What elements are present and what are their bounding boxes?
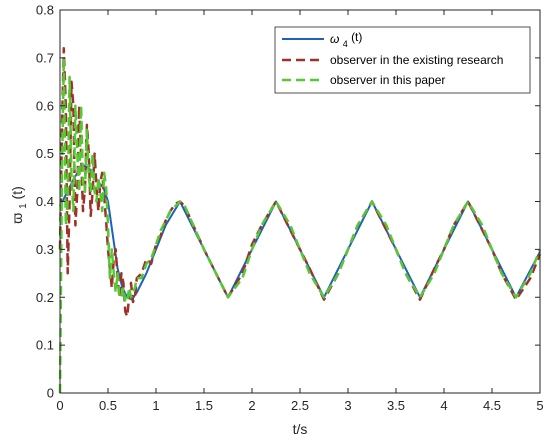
legend-entry-this-paper: observer in this paper <box>330 73 445 87</box>
legend-omega-main: ω <box>330 32 339 46</box>
x-tick-label: 3.5 <box>387 398 405 413</box>
x-tick-label: 3 <box>344 398 351 413</box>
y-tick-label: 0 <box>47 386 54 401</box>
x-tick-label: 1 <box>152 398 159 413</box>
y-tick-label: 0.5 <box>36 146 54 161</box>
y-tick-label: 0.4 <box>36 194 54 209</box>
y-tick-label: 0.3 <box>36 242 54 257</box>
y-axis-label-main: ϖ <box>9 213 25 224</box>
y-tick-label: 0.1 <box>36 338 54 353</box>
x-tick-label: 4 <box>440 398 447 413</box>
series-this-paper-observer <box>58 56 542 394</box>
y-tick-label: 0.6 <box>36 98 54 113</box>
x-tick-label: 2.5 <box>291 398 309 413</box>
y-tick-label: 0.7 <box>36 50 54 65</box>
series-layer <box>58 47 542 394</box>
x-tick-label: 4.5 <box>483 398 501 413</box>
x-tick-label: 1.5 <box>195 398 213 413</box>
y-tick-label: 0.2 <box>36 290 54 305</box>
legend-entry-omega: ω 4 (t) <box>330 30 362 50</box>
x-tick-labels: 0 0.5 1 1.5 2 2.5 3 3.5 4 4.5 5 <box>56 398 543 413</box>
x-axis-label: t/s <box>293 421 308 437</box>
y-axis-label-sub: 1 <box>18 203 29 209</box>
ticks-layer <box>59 9 541 394</box>
x-tick-label: 0 <box>56 398 63 413</box>
y-tick-labels: 0 0.1 0.2 0.3 0.4 0.5 0.6 0.7 0.8 <box>36 3 54 401</box>
legend: ω 4 (t) observer in the existing researc… <box>274 26 531 94</box>
legend-entry-existing: observer in the existing research <box>330 53 503 67</box>
x-tick-label: 5 <box>536 398 543 413</box>
y-axis-label: ϖ 1 (t) <box>9 186 29 224</box>
y-axis-label-suffix: (t) <box>9 186 25 199</box>
y-tick-label: 0.8 <box>36 3 54 18</box>
legend-omega-suffix: (t) <box>351 30 362 44</box>
x-tick-label: 2 <box>248 398 255 413</box>
x-tick-label: 0.5 <box>99 398 117 413</box>
svg-text:ϖ 1 (t): ϖ 1 (t) <box>9 186 29 224</box>
legend-omega-sub: 4 <box>343 39 348 49</box>
